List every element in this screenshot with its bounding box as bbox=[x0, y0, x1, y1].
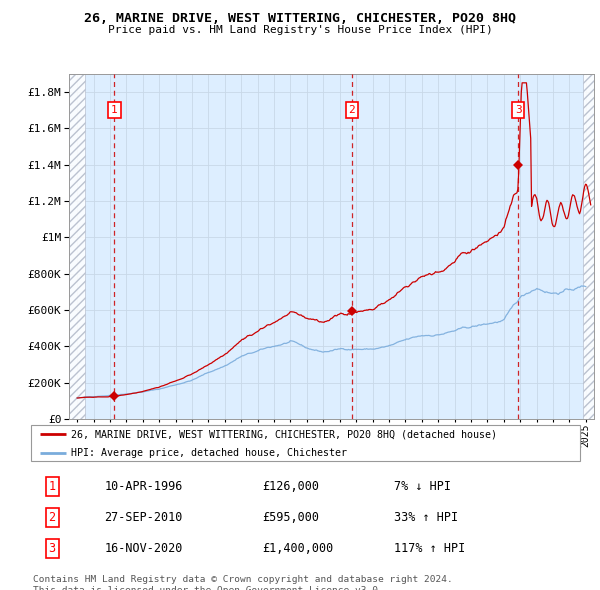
Text: Contains HM Land Registry data © Crown copyright and database right 2024.
This d: Contains HM Land Registry data © Crown c… bbox=[33, 575, 453, 590]
Text: 3: 3 bbox=[515, 105, 521, 115]
Text: 27-SEP-2010: 27-SEP-2010 bbox=[104, 511, 183, 525]
Text: 33% ↑ HPI: 33% ↑ HPI bbox=[394, 511, 458, 525]
Text: 26, MARINE DRIVE, WEST WITTERING, CHICHESTER, PO20 8HQ (detached house): 26, MARINE DRIVE, WEST WITTERING, CHICHE… bbox=[71, 430, 497, 440]
Text: 7% ↓ HPI: 7% ↓ HPI bbox=[394, 480, 451, 493]
Text: 1: 1 bbox=[111, 105, 118, 115]
Text: £1,400,000: £1,400,000 bbox=[262, 542, 333, 555]
Text: Price paid vs. HM Land Registry's House Price Index (HPI): Price paid vs. HM Land Registry's House … bbox=[107, 25, 493, 35]
Text: 16-NOV-2020: 16-NOV-2020 bbox=[104, 542, 183, 555]
Text: 3: 3 bbox=[49, 542, 56, 555]
Text: 2: 2 bbox=[49, 511, 56, 525]
Text: 117% ↑ HPI: 117% ↑ HPI bbox=[394, 542, 466, 555]
Text: £595,000: £595,000 bbox=[262, 511, 319, 525]
Text: 1: 1 bbox=[49, 480, 56, 493]
Text: 2: 2 bbox=[349, 105, 355, 115]
Text: 26, MARINE DRIVE, WEST WITTERING, CHICHESTER, PO20 8HQ: 26, MARINE DRIVE, WEST WITTERING, CHICHE… bbox=[84, 12, 516, 25]
Text: 10-APR-1996: 10-APR-1996 bbox=[104, 480, 183, 493]
Text: £126,000: £126,000 bbox=[262, 480, 319, 493]
FancyBboxPatch shape bbox=[31, 425, 580, 461]
Text: HPI: Average price, detached house, Chichester: HPI: Average price, detached house, Chic… bbox=[71, 448, 347, 458]
